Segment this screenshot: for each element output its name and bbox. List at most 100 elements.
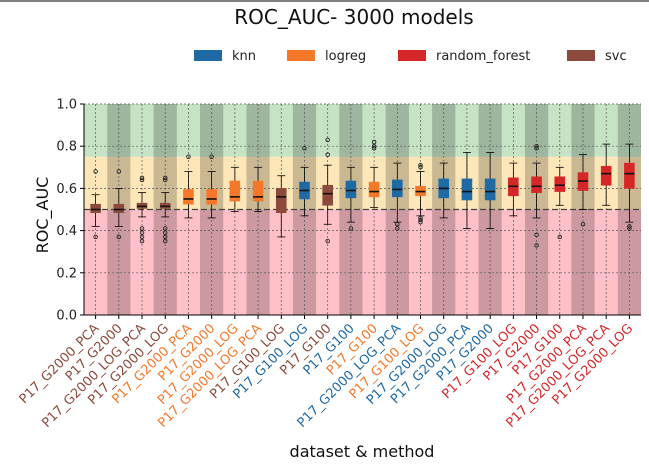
box-7: [252, 166, 264, 213]
box-body: [368, 181, 380, 198]
box-4: [183, 154, 194, 219]
legend-label-logreg: logreg: [325, 49, 366, 64]
box-outlier: [139, 230, 145, 235]
legend-swatch-logreg: [287, 50, 315, 61]
box-outlier: [139, 177, 145, 183]
box-21: [577, 154, 589, 227]
box-19: [531, 143, 542, 248]
box-outlier: [162, 230, 168, 235]
legend-swatch-random_forest: [398, 50, 426, 61]
box-body: [461, 178, 473, 201]
box-8: [275, 175, 287, 238]
box-body: [554, 176, 566, 192]
box-body: [113, 203, 125, 213]
box-9: [299, 146, 310, 217]
box-outlier: [139, 234, 145, 240]
box-outlier: [139, 175, 145, 181]
box-body: [322, 184, 333, 206]
box-outlier: [534, 232, 539, 238]
box-body: [624, 162, 635, 189]
box-13: [392, 162, 403, 231]
box-outlier: [580, 222, 586, 227]
box-outlier: [162, 175, 168, 181]
box-body: [206, 189, 217, 205]
box-22: [600, 143, 612, 206]
box-outlier: [627, 224, 632, 229]
box-outlier: [162, 226, 168, 231]
box-outlier: [418, 219, 423, 225]
y-tick-label: 0.2: [56, 266, 77, 281]
box-outlier: [325, 238, 330, 244]
x-axis: P17_G2000_PCAP17_G2000P17_G2000_LOG_PCAP…: [17, 315, 636, 431]
legend-label-knn: knn: [232, 49, 256, 64]
box-12: [368, 139, 380, 208]
legend-swatch-svc: [567, 50, 595, 61]
box-outlier: [93, 169, 98, 174]
y-tick-label: 0.8: [56, 140, 77, 155]
box-outlier: [534, 143, 539, 149]
band-1: [84, 156, 641, 210]
box-outlier: [302, 146, 307, 151]
box-body: [229, 180, 241, 202]
box-outlier: [418, 215, 423, 221]
box-outlier: [418, 217, 423, 223]
box-outlier: [325, 137, 330, 143]
box-outlier: [418, 162, 423, 168]
box-outlier: [627, 226, 632, 231]
box-outlier: [557, 234, 563, 240]
box-outlier: [162, 238, 168, 244]
box-20: [554, 166, 566, 240]
box-outlier: [371, 139, 377, 145]
legend-label-svc: svc: [605, 49, 627, 64]
y-tick-label: 0.0: [56, 309, 77, 324]
box-18: [508, 162, 519, 217]
box-14: [415, 162, 426, 225]
box-outlier: [395, 226, 400, 231]
box-0: [90, 169, 101, 240]
box-23: [624, 143, 635, 231]
box-outlier: [162, 177, 168, 183]
box-17: [484, 152, 496, 229]
box-body: [90, 203, 101, 213]
box-body: [275, 188, 287, 213]
box-outlier: [371, 146, 377, 151]
y-axis: 0.0 0.2 0.4 0.6 0.8 1.0: [56, 98, 84, 324]
y-tick-label: 0.4: [56, 224, 77, 239]
box-outlier: [139, 238, 145, 244]
plot-area: [83, 103, 641, 316]
box-body: [345, 180, 357, 199]
box-1: [113, 169, 125, 240]
box-outlier: [162, 234, 168, 240]
box-outlier: [325, 152, 330, 157]
band-2: [84, 104, 641, 157]
box-3: [159, 175, 171, 244]
box-outlier: [116, 234, 122, 240]
box-body: [392, 179, 403, 198]
box-body: [531, 176, 542, 193]
chart-title: ROC_AUC- 3000 models: [234, 5, 473, 29]
box-body: [484, 178, 496, 201]
box-body: [183, 189, 194, 205]
box-outlier: [418, 165, 423, 170]
box-outlier: [116, 169, 122, 174]
box-outlier: [186, 154, 191, 159]
box-outlier: [395, 222, 400, 227]
band-0: [84, 209, 641, 315]
box-outlier: [93, 234, 98, 240]
box-16: [461, 152, 473, 229]
box-outlier: [348, 226, 354, 231]
box-6: [229, 166, 241, 213]
box-outlier: [534, 243, 539, 248]
legend-label-random_forest: random_forest: [436, 49, 530, 64]
box-outlier: [209, 154, 214, 159]
chart-legend: knn logreg random_forest svc: [194, 49, 627, 64]
y-axis-title: ROC_AUC: [33, 177, 53, 254]
box-outlier: [371, 143, 377, 149]
legend-swatch-knn: [194, 50, 222, 61]
box-10: [322, 137, 333, 244]
y-tick-label: 1.0: [56, 98, 77, 113]
y-tick-label: 0.6: [56, 182, 77, 197]
box-2: [136, 175, 148, 244]
box-5: [206, 154, 217, 219]
box-outlier: [534, 146, 539, 151]
